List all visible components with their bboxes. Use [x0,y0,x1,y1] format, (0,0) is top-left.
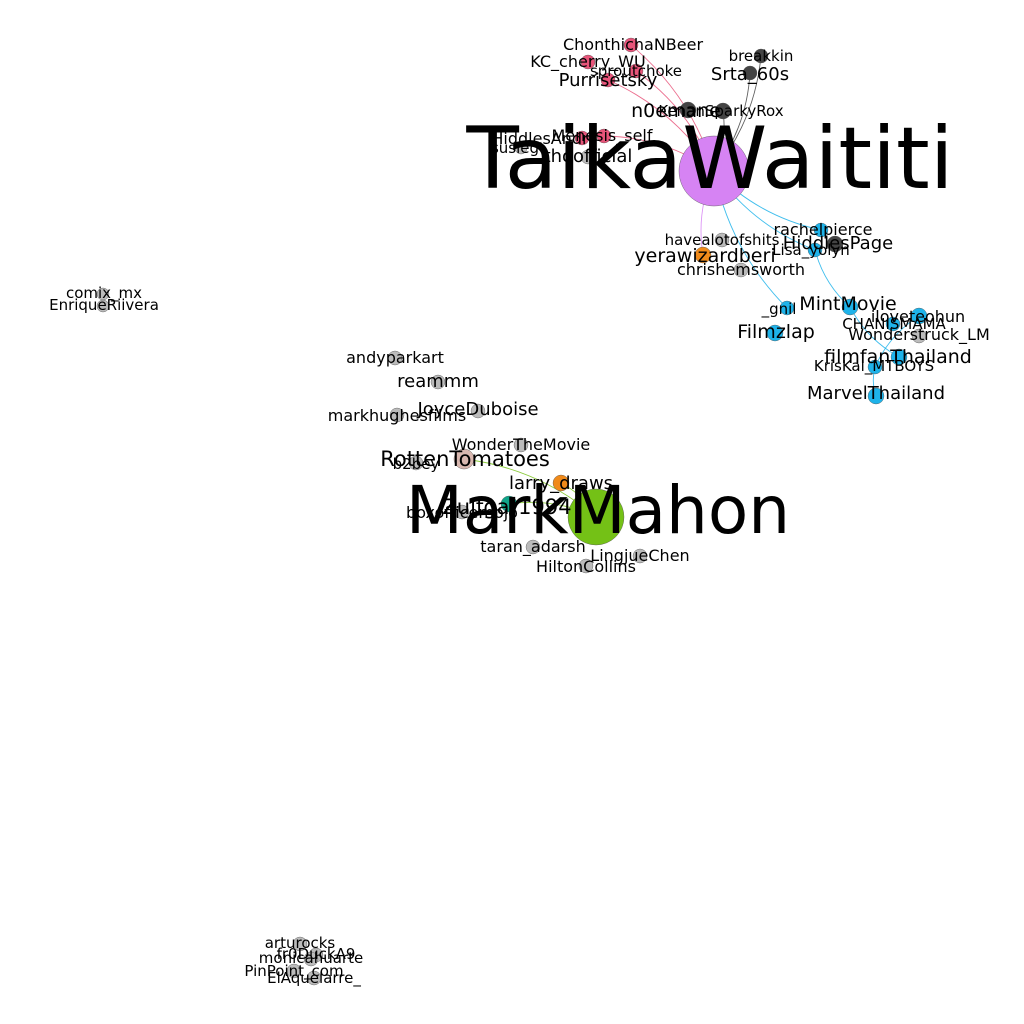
node-label-purrisetsky: Purrisetsky [559,70,658,91]
node-taran-adarsh[interactable] [525,539,541,555]
node-label-monicahuarte: monicahuarte [259,949,363,967]
node-label-enriqueriivera: EnriqueRiivera [49,296,159,314]
node-label-pinpoint-com: PinPoint_com [244,962,343,981]
node-label-reammm: reammm [397,371,479,392]
node-menesis-self[interactable] [596,128,612,144]
node-label-srta-60s: Srta_60s [711,64,789,85]
node-purrisetsky[interactable] [600,72,616,88]
node-label-thoofficial: thoofficial [544,146,633,167]
node-label-yerawizardberi: yerawizardberi [634,245,775,267]
node-joyceduboise[interactable] [470,403,486,419]
node-hiddlesandr[interactable] [574,130,590,146]
node-label-chanismama: CHANISMAMA [842,315,946,333]
node-label-kriskai-mtboys: KrisKai_MTBOYS [814,357,934,376]
node-label-susieg: susieg [491,139,539,157]
node-label-havealotofshits: havealotofshits [665,231,780,249]
node-taikawaititi[interactable] [678,135,750,207]
node-label-rottentomatoes: RottenTomatoes [380,447,550,471]
node-label-hiddlespage: HiddlesPage [783,233,893,254]
node-andyparkart[interactable] [387,350,403,366]
node-kenansparkyrox[interactable] [714,102,732,120]
node-kc-cherry-wu[interactable] [580,54,596,70]
node-marvelthailand[interactable] [867,387,885,405]
node-monicahuarte[interactable] [303,951,319,967]
node-hiddlespage[interactable] [826,235,844,253]
node-label-boxofficemojo: boxofficemojo [406,503,518,522]
node-label-b2bey: b2bey [393,455,440,473]
node-label-taikawaititi: TaikaWaititi [465,109,953,209]
node-label-menesis-self: Menesis_self [551,126,652,146]
node-label-chonthichanbeer: ChonthichaNBeer [563,35,703,54]
node-zulfgar1994[interactable] [500,495,518,513]
node-thoofficial[interactable] [580,149,596,165]
node-label-comix-mx: comix_mx [66,284,142,303]
node-chanismama[interactable] [885,316,901,332]
node-label-n0emane: n0emane [631,100,721,122]
node-markmahon[interactable] [567,488,625,546]
node-label-marvelthailand: MarvelThailand [807,383,945,404]
node-label-lingjuechen: LingjueChen [590,546,689,565]
node-rachelpierce[interactable] [813,222,829,238]
node-mintmovie[interactable] [841,298,859,316]
node-markhughesfilms[interactable] [389,407,405,423]
node-srta-60s[interactable] [742,65,758,81]
node-label-hiltoncollins: HiltonCollins [536,557,636,576]
node-reammm[interactable] [430,374,446,390]
node-gnil[interactable] [779,300,795,316]
node-chonthichanbeer[interactable] [623,37,639,53]
node-b2bey[interactable] [408,455,424,471]
node-label-kenansparkyrox: KenanSparkyRox [658,102,783,120]
node-yerawizardberi[interactable] [694,246,712,264]
node-label-fr0ducka9: fr0DuckA9 [277,945,356,963]
node-chrishemsworth[interactable] [733,262,749,278]
node-larry-draws[interactable] [552,474,570,492]
node-elaquelarre[interactable] [306,970,322,986]
labels-layer: TaikaWaititi MarkMahon ChonthichaNBeerKC_c… [49,35,990,988]
node-label-joyceduboise: JoyceDuboise [416,399,538,420]
node-wonderstruck-lm[interactable] [911,328,927,344]
nodes-layer [96,37,928,986]
node-label-filmfanthailand: filmfanThailand [824,346,972,368]
node-label-chrishemsworth: chrishemsworth [677,260,805,279]
node-filmfanthailand[interactable] [890,348,908,366]
node-label-markmahon: MarkMahon [406,472,790,549]
node-label-elaquelarre: ElAquelarre_ [267,969,361,988]
node-label-markhughesfilms: markhughesfilms [328,406,466,425]
node-n0emane[interactable] [679,101,697,119]
node-label-arturocks: arturocks [265,934,336,952]
node-label-gnil: _gnil [761,300,797,319]
node-enriqueriivera[interactable] [96,299,110,313]
node-arturocks[interactable] [292,936,308,952]
node-label-lisa-yolyn: Lisa_yolyn [772,241,850,260]
node-pinpoint-com[interactable] [286,963,302,979]
node-filmzlap[interactable] [766,324,784,342]
node-hiltoncollins[interactable] [578,558,594,574]
node-label-zulfgar1994: Zulfgar1994 [442,495,571,519]
node-label-wonderthemovie: WonderTheMovie [452,435,591,454]
node-kriskai-mtboys[interactable] [867,359,883,375]
node-susieg[interactable] [514,141,528,155]
node-label-kc-cherry-wu: KC_cherry_WU [530,52,645,72]
node-label-wonderstruck-lm: Wonderstruck_LM [848,325,990,345]
node-rottentomatoes[interactable] [453,448,475,470]
node-label-hiddlesandr: HiddlesAndr [491,129,589,148]
node-label-larry-draws: larry_draws [509,473,613,494]
node-wonderthemovie[interactable] [513,437,529,453]
node-label-sproutchoke: sproutchoke [590,62,682,80]
node-havealotofshits[interactable] [714,232,730,248]
node-label-andyparkart: andyparkart [346,348,444,367]
node-breakkin[interactable] [753,48,769,64]
node-lingjuechen[interactable] [632,548,648,564]
node-label-taran-adarsh: taran_adarsh [480,537,585,557]
node-boxofficemojo[interactable] [454,504,470,520]
node-label-breakkin: breakkin [729,47,794,65]
node-sproutchoke[interactable] [628,63,644,79]
node-iloveteohun[interactable] [910,307,928,325]
node-label-mintmovie: MintMovie [799,293,896,315]
node-lisa-yolyn[interactable] [807,242,823,258]
node-label-iloveteohun: iloveteohun [871,307,965,326]
node-label-filmzlap: Filmzlap [737,321,815,343]
node-label-rachelpierce: rachelpierce [774,220,873,239]
